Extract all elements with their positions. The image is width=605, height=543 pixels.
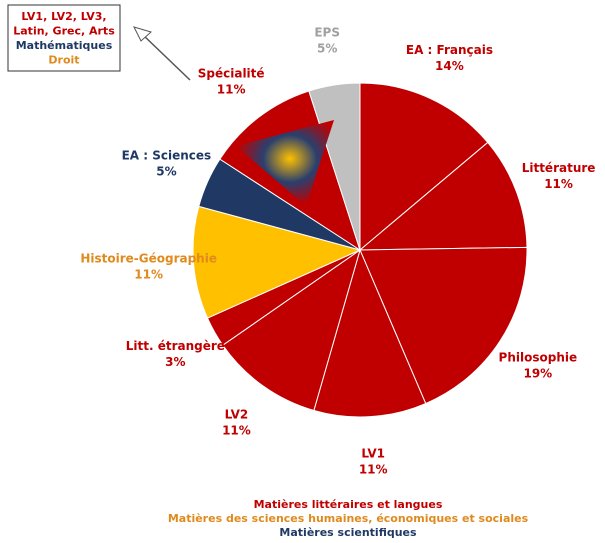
value-label: 5% [156, 164, 176, 178]
category-label: Litt. étrangère [126, 339, 225, 353]
slice-label: Histoire-Géographie 11% [80, 251, 217, 281]
category-label: Histoire-Géographie [80, 251, 217, 265]
slice-label: EA : Sciences 5% [122, 148, 212, 178]
annotation-arrow [141, 33, 191, 81]
pie-slice [358, 141, 528, 251]
pie-slice [192, 205, 362, 319]
annotation-line: Mathématiques [16, 39, 113, 52]
value-label: 14% [435, 58, 464, 72]
slice-label: Litt. étrangère 3% [126, 339, 225, 369]
category-label: LV1 [361, 446, 385, 460]
slice-label: Littérature 11% [522, 160, 596, 190]
category-label: EA : Sciences [122, 148, 212, 162]
legend-entry: Matières des sciences humaines, économiq… [168, 512, 529, 525]
category-label: EPS [314, 25, 340, 39]
value-label: 3% [165, 355, 185, 369]
annotation-line: Latin, Grec, Arts [13, 25, 115, 38]
slice-label: Spécialité 11% [198, 66, 265, 96]
pie-slice [359, 82, 489, 252]
arrow-head [133, 26, 152, 42]
decor-triangle [236, 120, 334, 206]
category-label: Spécialité [198, 66, 265, 80]
pie-slice [313, 248, 427, 418]
value-label: 11% [217, 82, 246, 96]
slice-label: EA : Français 14% [406, 42, 493, 72]
annotation-line: Droit [48, 54, 79, 67]
value-label: 5% [317, 41, 337, 55]
slice-label: LV1 11% [359, 446, 388, 476]
pie-slice [222, 248, 361, 412]
category-label: Littérature [522, 160, 596, 174]
category-label: EA : Français [406, 42, 493, 56]
value-label: 11% [134, 267, 163, 281]
value-label: 19% [523, 366, 552, 380]
annotation-line: LV1, LV2, LV3, [21, 10, 106, 23]
slice-label: EPS 5% [314, 25, 340, 55]
annotation-box [7, 4, 121, 72]
value-label: 11% [544, 176, 573, 190]
slice-label: Philosophie 19% [499, 350, 578, 380]
slice-label: LV2 11% [222, 407, 251, 437]
value-label: 11% [359, 462, 388, 476]
pie-slice [359, 246, 528, 405]
category-label: LV2 [225, 407, 249, 421]
value-label: 11% [222, 423, 251, 437]
legend-entry: Matières littéraires et langues [254, 498, 443, 511]
legend-entry: Matières scientifiques [279, 526, 417, 539]
category-label: Philosophie [499, 350, 578, 364]
